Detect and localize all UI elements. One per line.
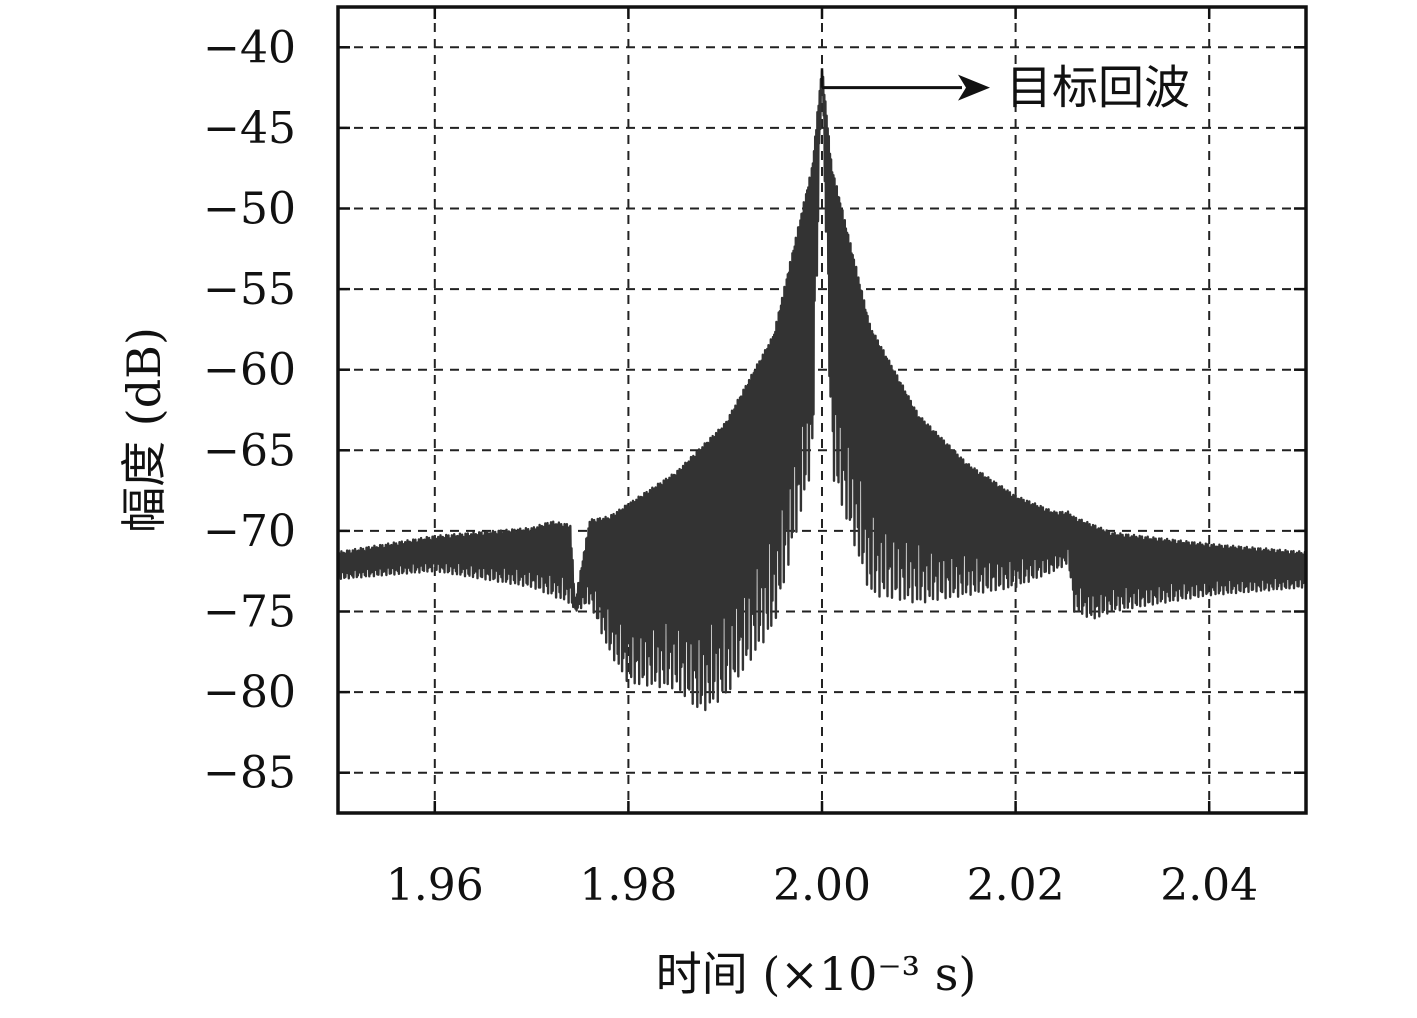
annotation-arrow-head [958,74,990,101]
y-axis-label: 幅度 (dB) [117,327,171,533]
x-tick-label: 2.02 [967,860,1065,911]
y-tick-label: −70 [203,506,296,557]
x-tick-label: 1.98 [579,860,677,911]
x-tick-label: 2.00 [773,860,871,911]
x-tick-label: 1.96 [386,860,484,911]
y-tick-label: −40 [203,22,296,73]
y-tick-label: −65 [203,425,296,476]
signal-line [336,69,1308,712]
y-tick-label: −55 [203,264,296,315]
y-tick-label: −50 [203,184,296,235]
x-tick-labels: 1.96 1.98 2.00 2.02 2.04 [386,860,1258,911]
y-tick-label: −45 [203,103,296,154]
axis-ticks [338,7,1306,813]
x-axis-label: 时间 (×10⁻³ s) [656,947,977,1001]
annotation-label: 目标回波 [1006,61,1190,115]
annotations: 目标回波 [820,61,1190,115]
y-tick-label: −80 [203,667,296,718]
x-tick-label: 2.04 [1160,860,1258,911]
grid [338,7,1306,813]
y-tick-label: −85 [203,748,296,799]
y-tick-label: −60 [203,345,296,396]
y-tick-labels: −40 −45 −50 −55 −60 −65 −70 −75 −80 −85 [203,22,296,798]
signal-series [336,69,1308,712]
y-tick-label: −75 [203,587,296,638]
